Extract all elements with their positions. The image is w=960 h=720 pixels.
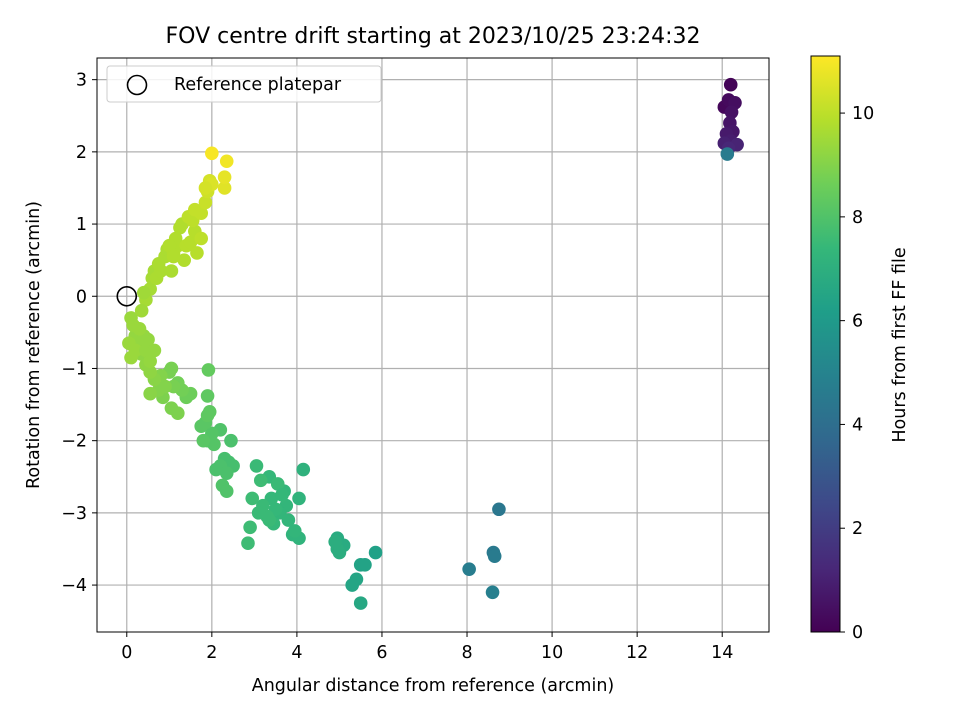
scatter-point (201, 363, 216, 377)
y-tick-label: −3 (61, 504, 87, 524)
scatter-point (200, 408, 215, 423)
scatter-point (209, 462, 223, 477)
scatter-point (132, 321, 147, 336)
scatter-point (194, 419, 209, 434)
x-tick-label: 12 (626, 643, 648, 663)
scatter-point (270, 477, 285, 491)
y-tick-label: −2 (61, 432, 87, 452)
scatter-point (492, 502, 506, 517)
x-axis-label: Angular distance from reference (arcmin) (252, 676, 615, 696)
scatter-point (332, 545, 347, 560)
colorbar-tick-label: 0 (852, 623, 863, 643)
data-points (122, 77, 744, 610)
scatter-point (462, 562, 476, 576)
y-tick-label: −4 (61, 576, 87, 596)
scatter-point (194, 231, 209, 246)
scatter-point (487, 549, 502, 563)
scatter-point (345, 578, 359, 592)
scatter-point (217, 170, 232, 184)
x-tick-label: 2 (206, 643, 217, 663)
scatter-point (143, 354, 157, 369)
scatter-point (198, 181, 213, 195)
scatter-point (275, 488, 289, 502)
scatter-point (281, 513, 296, 527)
scatter-point (241, 536, 255, 550)
chart-title: FOV centre drift starting at 2023/10/25 … (166, 24, 701, 49)
scatter-point (205, 146, 219, 161)
scatter-point (245, 491, 260, 506)
scatter-point (723, 77, 738, 92)
scatter-point (328, 534, 342, 549)
scatter-point (720, 147, 735, 161)
colorbar-tick-label: 2 (852, 519, 863, 539)
scatter-point (166, 249, 181, 264)
scatter-point (251, 506, 266, 520)
colorbar-tick-label: 4 (852, 415, 863, 435)
scatter-point (224, 433, 238, 448)
x-axis-ticks: 0 2 4 6 8 10 12 14 (121, 632, 733, 663)
scatter-point (219, 466, 234, 480)
legend-marker (126, 74, 148, 96)
y-tick-label: 2 (76, 143, 87, 163)
colorbar (810, 55, 841, 633)
x-tick-label: 4 (291, 643, 302, 663)
scatter-point (353, 596, 368, 610)
scatter-point (368, 545, 383, 560)
scatter-point (147, 343, 162, 358)
scatter-point (162, 238, 177, 253)
plot-frame (96, 57, 770, 633)
scatter-point (262, 513, 277, 527)
scatter-point (219, 154, 234, 169)
x-tick-label: 14 (711, 643, 733, 663)
reference-platepar-marker (116, 285, 138, 307)
scatter-point (253, 473, 268, 488)
scatter-point (219, 484, 234, 499)
scatter-point (296, 462, 311, 477)
y-tick-label: 0 (76, 287, 87, 307)
scatter-point (124, 311, 138, 325)
scatter-point (134, 303, 149, 318)
y-tick-label: 3 (76, 71, 87, 91)
legend: Reference platepar (106, 65, 382, 103)
x-tick-label: 8 (461, 643, 472, 663)
y-tick-label: 1 (76, 215, 87, 235)
scatter-point (177, 253, 191, 267)
scatter-point (243, 520, 257, 535)
scatter-point (141, 332, 155, 347)
scatter-point (190, 246, 204, 260)
scatter-point (194, 206, 209, 221)
x-tick-label: 6 (376, 643, 387, 663)
colorbar-tick-label: 6 (852, 312, 863, 332)
y-axis-ticks: −4 −3 −2 −1 0 1 2 3 (61, 71, 97, 596)
scatter-point (200, 389, 215, 403)
y-tick-label: −1 (61, 359, 87, 379)
colorbar-label: Hours from first FF file (890, 247, 910, 442)
scatter-point (128, 343, 143, 358)
scatter-point (287, 524, 302, 538)
scatter-point (217, 181, 232, 195)
scatter-point (196, 433, 211, 448)
scatter-point (183, 235, 198, 249)
grid (97, 58, 769, 632)
scatter-point (171, 406, 185, 421)
legend-entry: Reference platepar (174, 75, 342, 95)
scatter-point (198, 195, 213, 210)
legend-box (106, 65, 382, 103)
scatter-point (724, 105, 739, 119)
colorbar-tick-label: 8 (852, 208, 863, 228)
scatter-point (249, 459, 264, 473)
scatter-point (485, 585, 500, 600)
y-axis-label: Rotation from reference (arcmin) (24, 201, 44, 489)
scatter-point (358, 558, 372, 572)
x-tick-label: 0 (121, 643, 132, 663)
scatter-point (164, 264, 179, 278)
x-tick-label: 10 (541, 643, 563, 663)
scatter-point (136, 285, 151, 300)
colorbar-tick-label: 10 (852, 104, 874, 124)
colorbar-ticks: 0 2 4 6 8 10 (840, 104, 874, 643)
scatter-point (292, 491, 306, 506)
scatter-point (158, 379, 172, 394)
scatter-point (143, 386, 157, 401)
